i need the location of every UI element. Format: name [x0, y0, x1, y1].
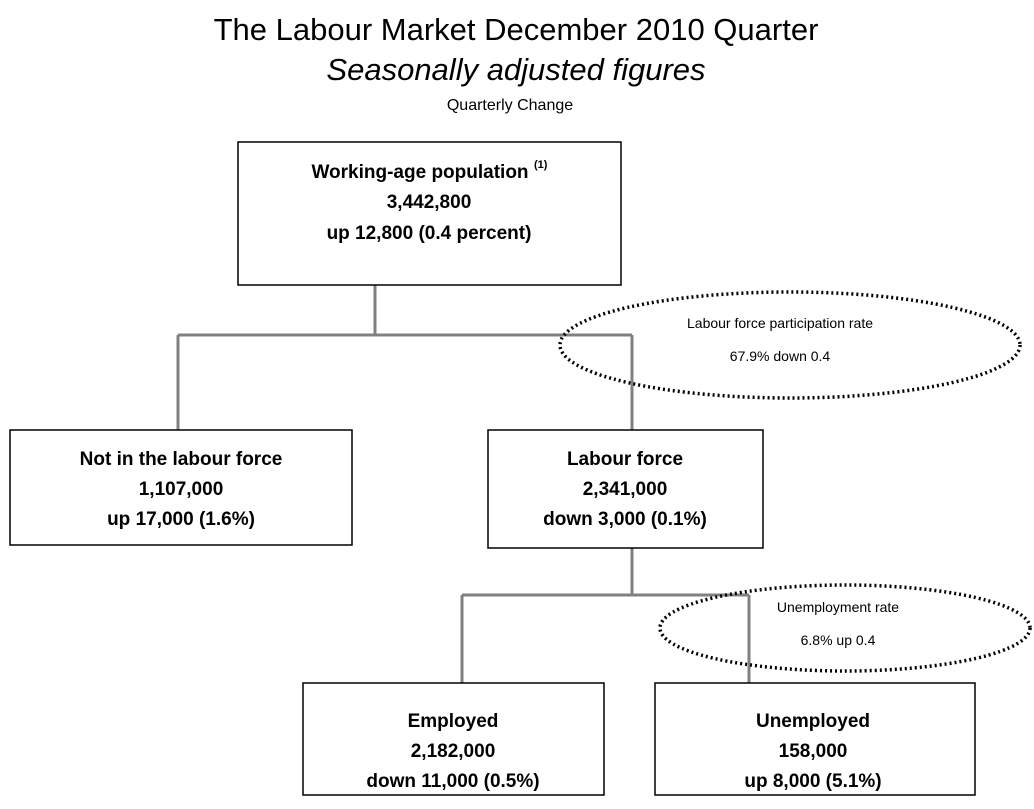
title: The Labour Market December 2010 Quarter	[214, 12, 819, 47]
rate-label: Unemployment rate	[777, 599, 899, 615]
node-label: Employed	[408, 711, 499, 732]
node-superscript: (1)	[534, 159, 548, 171]
node-box	[487, 429, 764, 549]
rate-value: 67.9% down 0.4	[730, 348, 831, 364]
subtitle: Seasonally adjusted figures	[326, 52, 705, 87]
node-label: Unemployed	[756, 711, 870, 732]
rate-ellipse	[658, 583, 1032, 673]
node-value: 158,000	[779, 741, 848, 762]
node-box	[654, 682, 976, 796]
connector	[176, 285, 634, 430]
node-change: up 12,800 (0.4 percent)	[327, 223, 532, 244]
node-label: Labour force	[567, 449, 683, 470]
node-change: up 17,000 (1.6%)	[107, 509, 255, 530]
node-box	[237, 141, 622, 286]
note: Quarterly Change	[447, 97, 573, 114]
rate-label: Labour force participation rate	[687, 315, 873, 331]
node-value: 2,341,000	[583, 479, 668, 500]
node-value: 1,107,000	[139, 479, 224, 500]
node-change: down 3,000 (0.1%)	[543, 509, 707, 530]
node-label: Working-age population	[311, 162, 528, 183]
node-value: 3,442,800	[387, 192, 472, 213]
node-label: Not in the labour force	[80, 449, 283, 470]
node-box	[9, 429, 353, 546]
node-value: 2,182,000	[411, 741, 496, 762]
node-change: down 11,000 (0.5%)	[366, 771, 539, 792]
node-box	[302, 682, 605, 796]
connector	[460, 548, 751, 683]
rate-ellipse	[558, 290, 1022, 400]
rate-value: 6.8% up 0.4	[801, 632, 876, 648]
node-change: up 8,000 (5.1%)	[744, 771, 881, 792]
